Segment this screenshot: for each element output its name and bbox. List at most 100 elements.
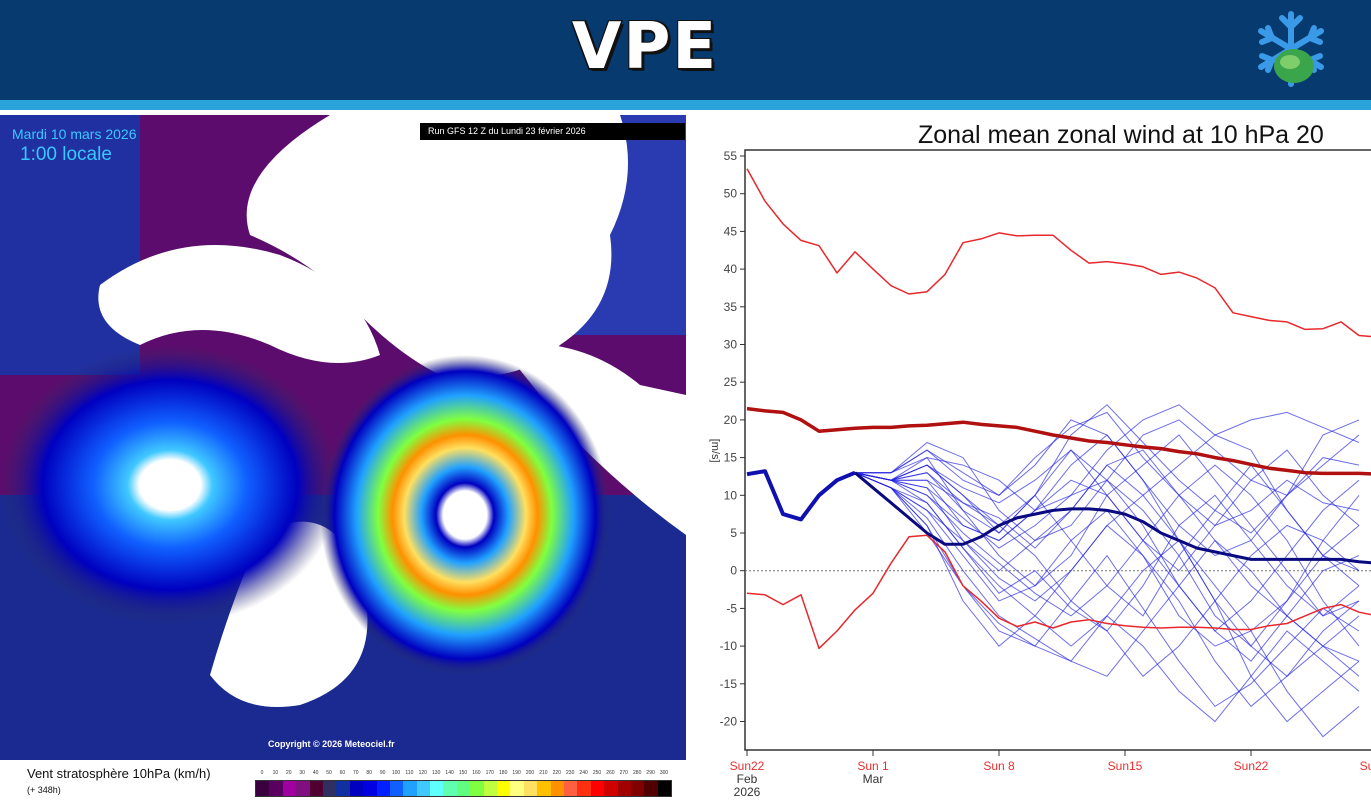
y-tick-label: -20: [720, 715, 738, 729]
x-tick-sub2: 2026: [734, 785, 761, 799]
map-copyright: Copyright © 2026 Meteociel.fr: [268, 739, 395, 749]
ensemble-member-line: [854, 472, 1360, 632]
colorbar-label: 140: [445, 770, 454, 776]
colorbar-swatch: [416, 781, 431, 796]
x-tick-sub1: Feb: [737, 772, 758, 786]
colorbar-swatch: [389, 781, 404, 796]
snowflake-logo-icon: [1250, 8, 1332, 90]
colorbar-label: 300: [659, 770, 669, 776]
ensemble-member-line: [854, 434, 1360, 677]
colorbar-swatch: [430, 781, 444, 796]
colorbar-label: 160: [472, 770, 481, 776]
colorbar-label: 100: [391, 770, 401, 776]
ensemble-member-line: [854, 434, 1360, 572]
wind-map-image: [0, 115, 686, 760]
colorbar-label: 250: [592, 770, 602, 776]
y-tick-label: 45: [724, 224, 738, 238]
y-tick-label: 35: [724, 300, 738, 314]
ensemble-member-line: [854, 464, 1360, 617]
y-tick-label: -5: [726, 601, 737, 615]
x-tick-label: Sun22: [730, 759, 765, 773]
colorbar-label: 210: [539, 770, 548, 776]
colorbar-swatch: [456, 781, 471, 796]
colorbar-label: 150: [458, 770, 468, 776]
ensemble-member-line: [855, 404, 1360, 511]
y-tick-label: 40: [724, 262, 738, 276]
header-bar: VPE: [0, 0, 1371, 100]
colorbar-swatch: [322, 781, 337, 796]
map-run-label: Run GFS 12 Z du Lundi 23 février 2026: [420, 123, 685, 140]
y-axis-label: [m/s]: [709, 439, 721, 463]
ensemble-member-line: [854, 449, 1360, 572]
colorbar-swatch: [644, 781, 658, 796]
legend-subtitle: (+ 348h): [27, 785, 61, 795]
x-tick-sub1: Mar: [863, 772, 884, 786]
header-stripe: [0, 100, 1371, 110]
colorbar-swatch: [309, 781, 323, 796]
y-tick-label: 10: [724, 488, 738, 502]
map-legend: Vent stratosphère 10hPa (km/h) (+ 348h) …: [0, 760, 686, 800]
colorbar-label: 20: [286, 770, 292, 776]
y-tick-label: 50: [724, 187, 738, 201]
colorbar-swatch: [604, 781, 618, 796]
ensemble-mean-line: [854, 471, 1371, 565]
colorbar-label: 60: [339, 770, 346, 776]
colorbar-swatch: [550, 781, 564, 796]
colorbar-swatch: [403, 781, 417, 796]
ensemble-member-line: [854, 472, 1360, 677]
colorbar-swatch: [349, 781, 364, 796]
colorbar-label: 40: [312, 770, 319, 776]
x-tick-label: Sun29: [1360, 759, 1371, 773]
colorbar-label: 200: [525, 770, 535, 776]
colorbar-swatch: [577, 781, 591, 796]
y-tick-label: 55: [724, 149, 738, 163]
colorbar-label: 260: [606, 770, 615, 776]
wind-map: Mardi 10 mars 2026 1:00 locale Run GFS 1…: [0, 115, 686, 760]
colorbar-label: 190: [512, 770, 521, 776]
colorbar-swatch: [590, 781, 605, 796]
x-tick-label: Sun15: [1108, 759, 1143, 773]
y-tick-label: 20: [724, 413, 738, 427]
colorbar-label: 80: [366, 770, 372, 776]
colorbar-swatch: [256, 781, 270, 796]
colorbar-swatch: [483, 781, 498, 796]
page-title: VPE: [571, 10, 719, 84]
chart-title: Zonal mean zonal wind at 10 hPa 20: [918, 121, 1324, 149]
colorbar-label: 180: [499, 770, 508, 776]
colorbar-label: 290: [646, 770, 655, 776]
map-time-label: 1:00 locale: [20, 144, 112, 165]
colorbar-swatch: [617, 781, 631, 796]
colorbar-label: 170: [485, 770, 494, 776]
colorbar-swatch: [443, 781, 457, 796]
colorbar-swatch: [523, 781, 538, 796]
ensemble-member-line: [854, 472, 1360, 708]
ensemble-member-line: [854, 449, 1360, 632]
colorbar-swatch: [282, 781, 297, 796]
x-tick-label: Sun 8: [983, 759, 1015, 773]
zonal-wind-chart: 55 50 45 40 35 30 25 20 15 10 5 0 -5 -10 -15 -20 [m/s] Su…: [690, 113, 1371, 800]
map-date-label: Mardi 10 mars 2026: [12, 126, 137, 142]
analysis-line: [746, 469, 856, 522]
colorbar-swatch: [510, 781, 524, 796]
y-tick-label: 5: [730, 526, 737, 540]
colorbar-label: 110: [405, 770, 414, 776]
colorbar-label: 220: [552, 770, 561, 776]
chart-plot: 5550454035302520151050-5-10-15-20[m/s]Su…: [709, 149, 1371, 799]
colorbar-label: 280: [633, 770, 642, 776]
colorbar-label: 70: [353, 770, 359, 776]
colorbar-swatch: [497, 781, 511, 796]
colorbar-label: 270: [619, 770, 628, 776]
x-tick-label: Sun 1: [857, 759, 889, 773]
colorbar-swatch: [336, 781, 350, 796]
colorbar-label: 240: [579, 770, 588, 776]
colorbar-label: 120: [418, 770, 427, 776]
colorbar-label: 230: [566, 770, 575, 776]
colorbar-label: 0: [260, 770, 264, 776]
max-line: [746, 168, 1371, 338]
colorbar-swatch: [630, 781, 645, 796]
colorbar-swatch: [563, 781, 578, 796]
x-tick-label: Sun22: [1234, 759, 1269, 773]
min-line: [746, 534, 1371, 650]
y-tick-label: 30: [724, 338, 738, 352]
y-tick-label: -10: [720, 639, 738, 653]
